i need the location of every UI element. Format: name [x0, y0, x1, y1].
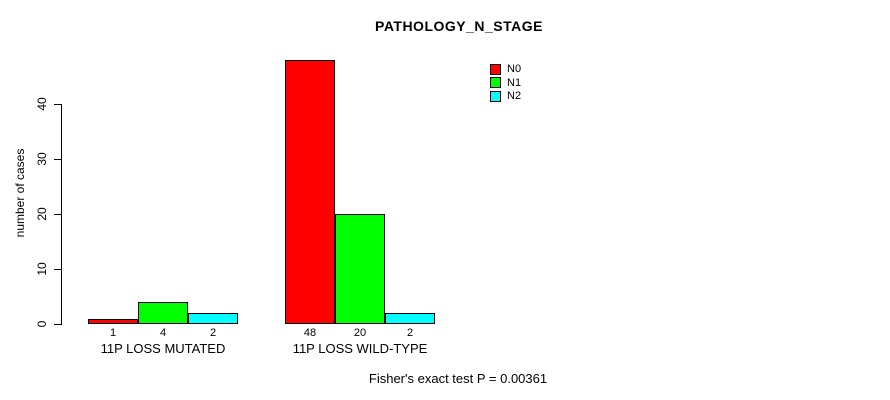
- legend-item-n2: N2: [490, 90, 521, 102]
- y-axis-tick: [54, 269, 61, 270]
- legend-swatch-n0: [490, 63, 501, 75]
- bar-n0-2: [285, 60, 335, 324]
- fisher-test-annotation: Fisher's exact test P = 0.00361: [368, 371, 548, 386]
- legend-item-n1: N1: [490, 77, 521, 89]
- bar-n1-1: [138, 302, 188, 324]
- bar-value-label: 4: [159, 327, 167, 339]
- y-axis-tick: [54, 104, 61, 105]
- y-axis-tick: [54, 214, 61, 215]
- bar-value-label: 2: [406, 327, 414, 339]
- legend-swatch-n2: [490, 90, 501, 102]
- chart-title: PATHOLOGY_N_STAGE: [375, 18, 543, 34]
- y-axis-tick: [54, 159, 61, 160]
- category-label: 11P LOSS WILD-TYPE: [292, 341, 428, 356]
- legend-label: N2: [507, 90, 522, 102]
- bar-value-label: 48: [303, 327, 317, 339]
- y-axis-tick-label: 0: [35, 320, 49, 328]
- bar-value-label: 1: [109, 327, 117, 339]
- bar-value-label: 2: [209, 327, 217, 339]
- legend-swatch-n1: [490, 77, 501, 88]
- y-axis-label: number of cases: [13, 148, 27, 238]
- legend-item-n0: N0: [490, 63, 521, 75]
- y-axis-tick-label: 40: [35, 97, 49, 111]
- y-axis-line: [61, 104, 62, 325]
- category-label: 11P LOSS MUTATED: [100, 341, 226, 356]
- bar-n1-2: [335, 214, 385, 324]
- bar-value-label: 20: [353, 327, 367, 339]
- y-axis-tick-label: 10: [35, 262, 49, 276]
- legend-label: N0: [507, 63, 522, 75]
- bar-n0-1: [88, 318, 138, 324]
- y-axis-tick-label: 20: [35, 207, 49, 221]
- y-axis-tick: [54, 324, 61, 325]
- bar-n2-2: [385, 313, 435, 324]
- legend-label: N1: [507, 76, 522, 89]
- y-axis-tick-label: 30: [35, 152, 49, 166]
- bar-n2-1: [188, 313, 238, 324]
